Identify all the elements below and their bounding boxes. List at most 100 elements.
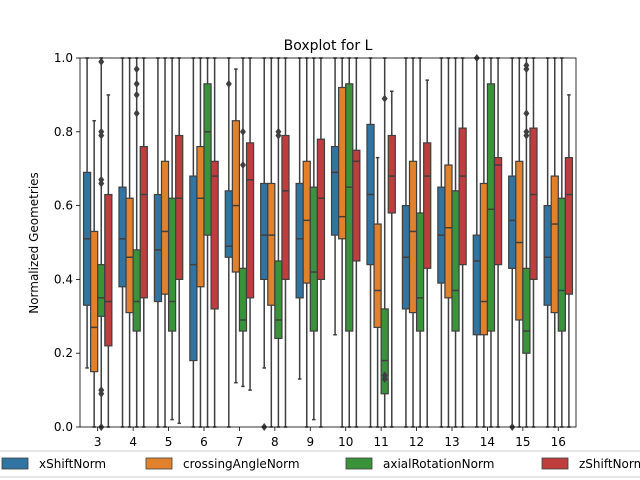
outlier-point [133, 65, 140, 74]
outlier-point [381, 94, 388, 103]
box [160, 160, 170, 295]
box [423, 142, 432, 269]
x-tick-label: 14 [480, 435, 495, 449]
outlier-point [98, 131, 105, 140]
box [132, 249, 141, 332]
outlier-point [133, 79, 140, 88]
box [302, 160, 311, 284]
x-tick-label: 9 [306, 435, 314, 449]
y-tick-label: 0.0 [54, 420, 73, 434]
box [486, 83, 496, 332]
legend-swatch [345, 457, 373, 470]
y-tick-label: 0.4 [54, 272, 73, 286]
box [97, 264, 106, 317]
y-tick-label: 1.0 [54, 51, 73, 65]
box [380, 308, 389, 395]
box [118, 186, 127, 288]
chart-title: Boxplot for L [284, 38, 373, 54]
box [196, 145, 205, 288]
y-tick-label: 0.2 [54, 346, 73, 360]
legend-label: xShiftNorm [39, 457, 106, 471]
x-tick-label: 6 [200, 435, 208, 449]
box [550, 175, 559, 314]
box [231, 120, 241, 273]
legend: xShiftNorm crossingAngleNorm axialRotation… [0, 450, 640, 478]
x-tick-label: 3 [94, 435, 102, 449]
box [330, 145, 340, 236]
box [245, 142, 255, 299]
box [274, 260, 283, 340]
box [508, 175, 517, 269]
x-tick-label: 7 [236, 435, 244, 449]
box [153, 193, 163, 303]
box [309, 186, 318, 332]
outlier-point [98, 179, 105, 188]
outlier-point [98, 389, 105, 398]
box [267, 182, 276, 306]
box [210, 160, 219, 310]
box [543, 205, 552, 306]
outlier-point [133, 90, 140, 99]
outlier-point [239, 161, 246, 170]
x-tick-label: 16 [551, 435, 566, 449]
box [281, 134, 290, 281]
outlier-point [239, 127, 246, 136]
box [260, 182, 269, 281]
box [352, 149, 361, 262]
box [557, 197, 566, 332]
x-tick-label: 13 [444, 435, 459, 449]
box [238, 267, 248, 332]
box [167, 197, 177, 332]
legend-label: crossingAngleNorm [183, 457, 300, 471]
box [564, 157, 574, 295]
outlier-point [98, 57, 105, 66]
box [224, 190, 233, 258]
box [522, 267, 531, 354]
x-tick-label: 12 [409, 435, 424, 449]
box [408, 160, 418, 314]
axes-frame [79, 57, 577, 428]
plot-area: 0.0 0.2 0.4 0.6 0.8 1.0 3 4 5 6 7 8 9 10 11 12 13 14 15 16 [54, 51, 577, 449]
box [316, 138, 326, 280]
x-tick-label: 8 [271, 435, 279, 449]
box [175, 134, 184, 281]
x-tick-label: 4 [129, 435, 137, 449]
box [387, 134, 396, 214]
outlier-point [523, 109, 530, 118]
y-tick-label: 0.8 [54, 125, 73, 139]
x-tick-label: 15 [515, 435, 530, 449]
box [529, 127, 538, 280]
y-tick-label: 0.6 [54, 199, 73, 213]
box [479, 182, 489, 336]
outlier-point [523, 65, 530, 74]
box [472, 234, 481, 336]
box [493, 157, 503, 266]
box [345, 83, 354, 332]
legend-swatch [541, 457, 569, 470]
x-tick-label: 5 [165, 435, 173, 449]
outlier-point [381, 375, 388, 384]
box [104, 193, 113, 347]
box [515, 160, 524, 321]
legend-box [0, 450, 640, 478]
box [203, 83, 212, 236]
x-tick-label: 10 [338, 435, 353, 449]
box [444, 164, 453, 299]
box [139, 145, 148, 299]
box [295, 182, 304, 299]
box [189, 175, 198, 362]
box [125, 197, 134, 314]
outlier-point [523, 131, 530, 140]
box [458, 127, 467, 266]
y-axis-label: Normalized Geometries [27, 172, 41, 314]
legend-label: zShiftNorm [579, 457, 640, 471]
box [90, 230, 99, 373]
outlier-point [133, 109, 140, 118]
outlier-point [225, 79, 232, 88]
legend-label: axialRotationNorm [383, 457, 494, 471]
box [451, 190, 460, 332]
x-tick-label: 11 [374, 435, 389, 449]
box [415, 212, 425, 332]
legend-swatch [145, 457, 173, 470]
